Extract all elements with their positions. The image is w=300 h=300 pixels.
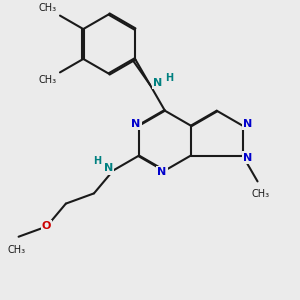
Text: H: H xyxy=(93,155,101,166)
Text: CH₃: CH₃ xyxy=(251,189,270,200)
Text: H: H xyxy=(165,73,173,83)
Text: O: O xyxy=(42,221,51,232)
Text: N: N xyxy=(153,78,163,88)
Text: CH₃: CH₃ xyxy=(8,245,26,255)
Text: CH₃: CH₃ xyxy=(39,3,57,13)
Text: N: N xyxy=(131,119,141,129)
Text: N: N xyxy=(243,152,252,163)
Text: CH₃: CH₃ xyxy=(39,75,57,85)
Text: N: N xyxy=(157,167,167,178)
Text: N: N xyxy=(103,164,113,173)
Text: N: N xyxy=(243,119,252,129)
